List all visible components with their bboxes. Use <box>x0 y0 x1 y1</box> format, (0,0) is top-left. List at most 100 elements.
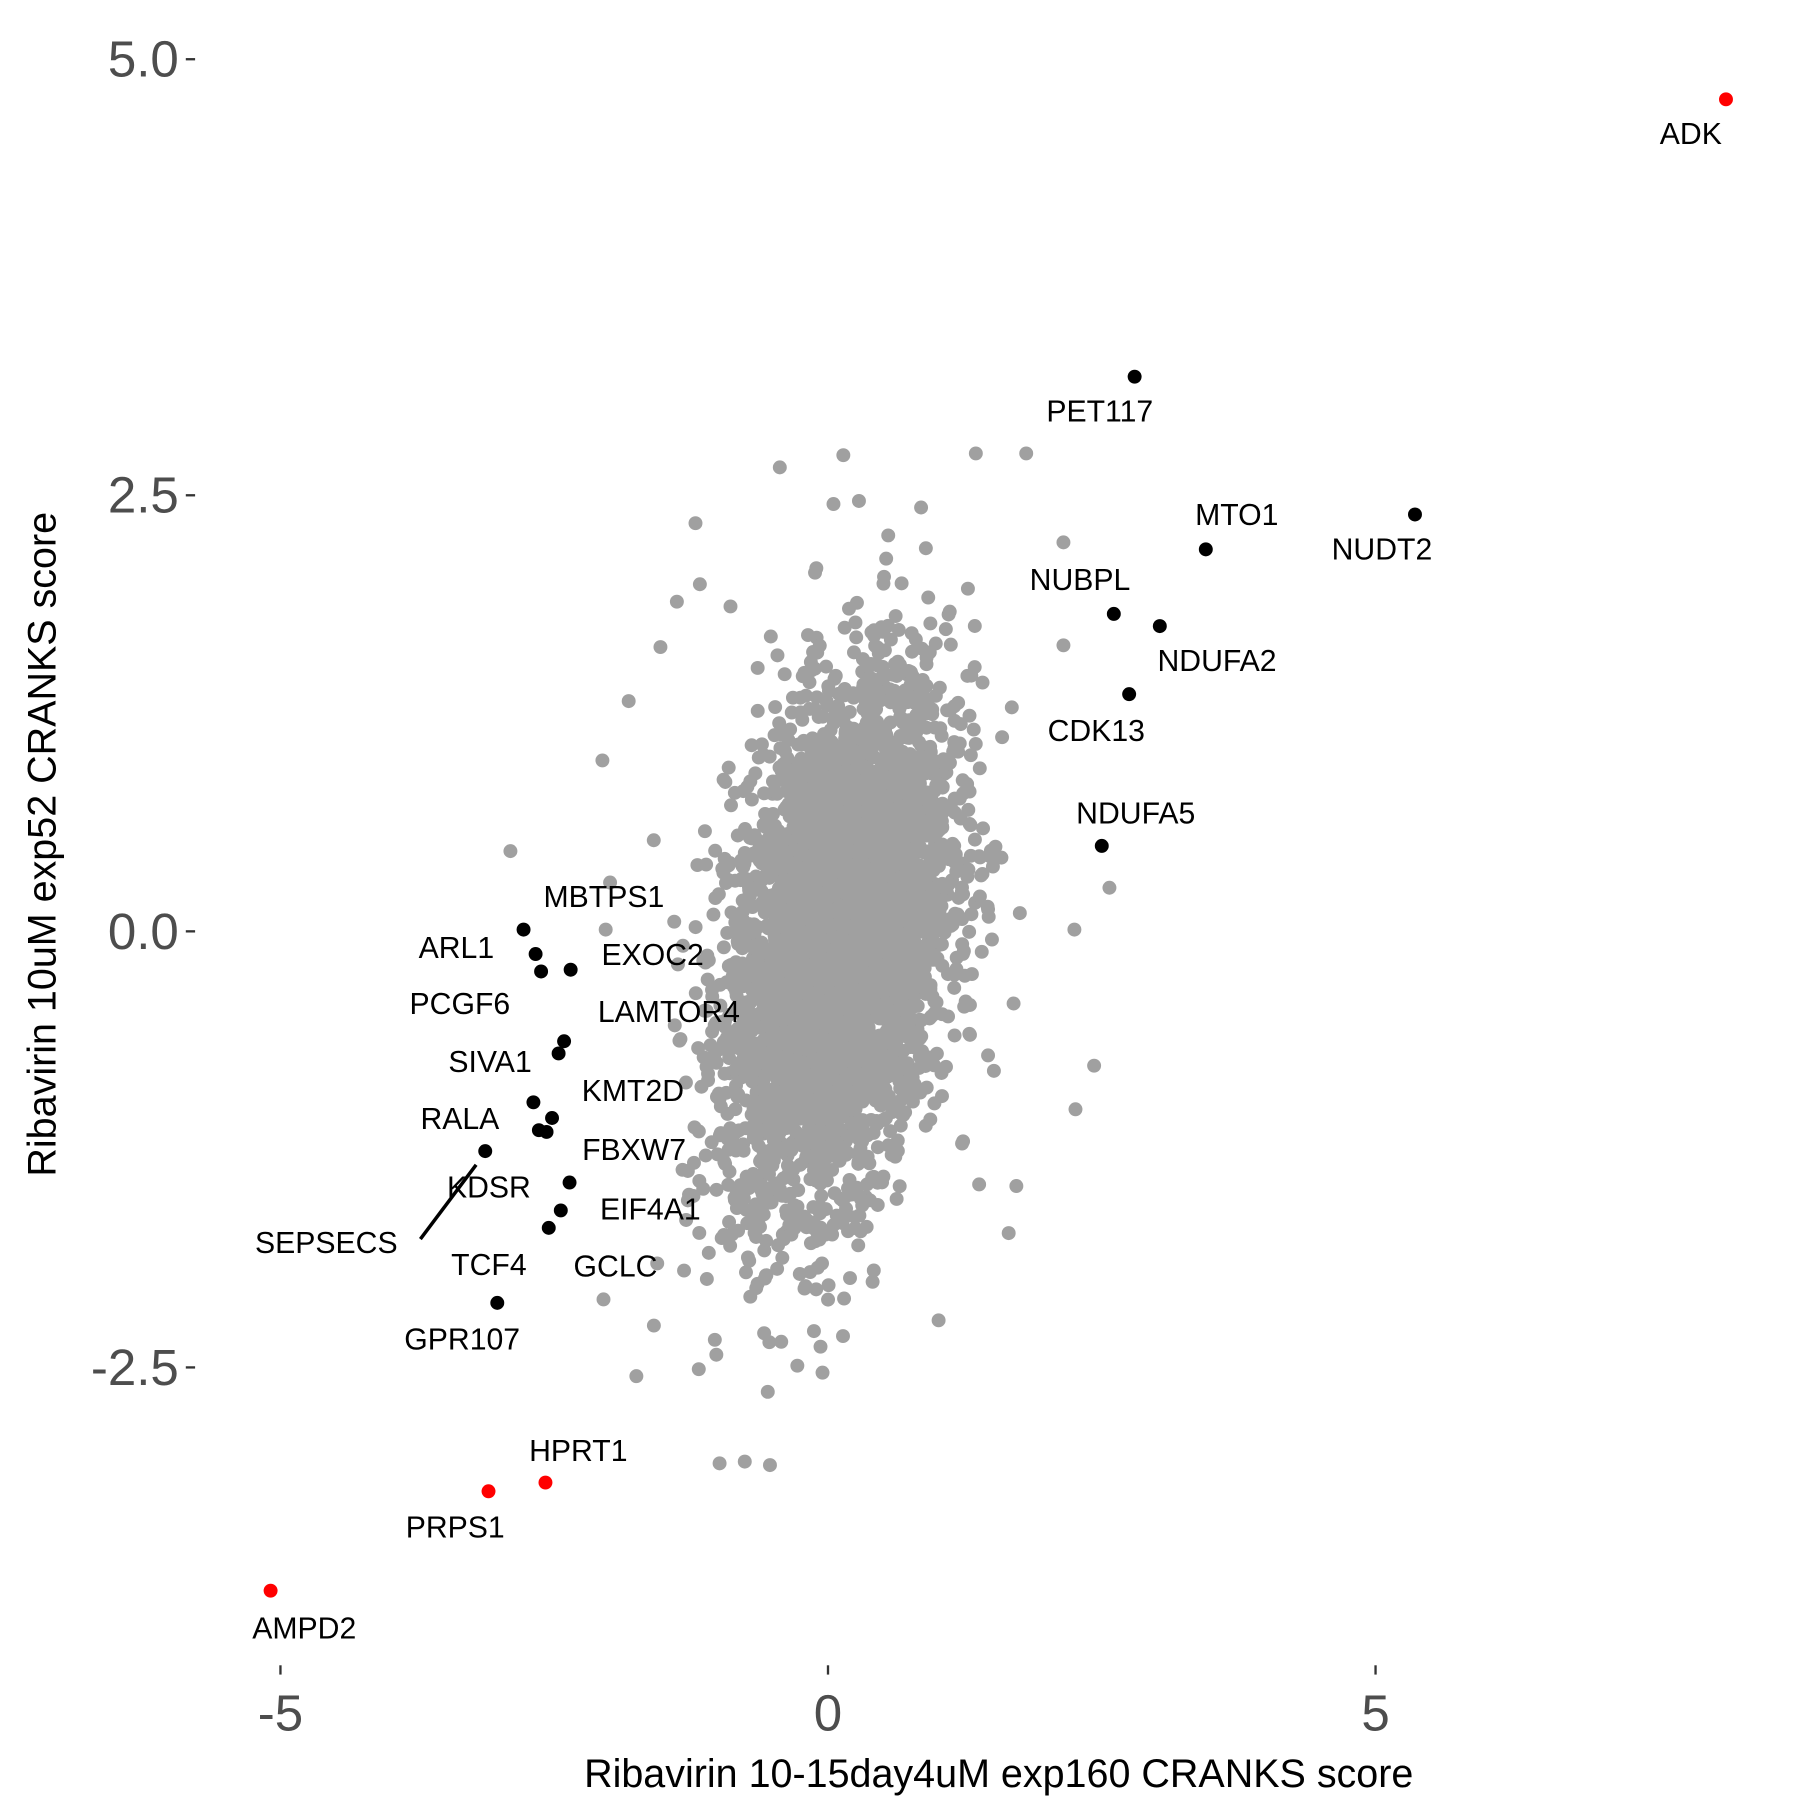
point-lamtor4 <box>557 1034 572 1049</box>
background-point <box>888 657 902 671</box>
background-point <box>691 1041 706 1056</box>
background-point <box>791 1096 806 1111</box>
background-point <box>774 1334 789 1349</box>
background-point <box>855 949 870 964</box>
background-point <box>1068 1102 1083 1117</box>
background-point <box>814 1189 829 1203</box>
background-point <box>795 712 810 727</box>
background-point <box>691 1124 706 1139</box>
background-point <box>817 1018 832 1033</box>
background-point <box>865 1274 880 1289</box>
background-point <box>802 1120 816 1135</box>
background-point <box>963 748 978 763</box>
point-siva1 <box>551 1046 566 1061</box>
background-point <box>806 882 821 897</box>
background-point <box>988 839 1003 854</box>
background-point <box>943 702 958 717</box>
background-point <box>762 870 777 885</box>
background-point <box>708 843 723 858</box>
background-point <box>868 848 883 863</box>
background-point <box>803 1265 818 1280</box>
background-point <box>928 636 943 651</box>
background-point <box>772 716 787 731</box>
background-point <box>887 683 902 698</box>
background-point <box>806 1200 821 1215</box>
background-point <box>758 1268 773 1283</box>
background-point <box>757 1243 772 1258</box>
y-axis-title: Ribavirin 10uM exp52 CRANKS score <box>21 512 65 1177</box>
background-point <box>779 853 794 868</box>
background-point <box>837 681 852 696</box>
background-point <box>938 622 953 637</box>
background-point <box>947 980 962 995</box>
gene-label-mbtps1: MBTPS1 <box>543 881 664 914</box>
background-point <box>955 773 970 788</box>
background-point <box>947 713 962 728</box>
background-point <box>874 866 889 881</box>
background-point <box>771 1006 785 1021</box>
background-point <box>775 1188 790 1203</box>
background-point <box>800 1035 815 1049</box>
background-point <box>824 1033 839 1048</box>
background-point <box>734 853 749 868</box>
point-sepsecs <box>478 1144 493 1159</box>
background-point <box>797 1058 812 1073</box>
background-point <box>750 660 765 675</box>
background-point <box>730 828 745 843</box>
background-point <box>836 939 851 954</box>
background-point <box>838 886 853 901</box>
point-adk <box>1719 92 1733 107</box>
point-hprt1 <box>538 1475 553 1490</box>
background-point <box>596 1292 611 1307</box>
background-point <box>888 945 903 960</box>
background-point <box>825 1227 840 1242</box>
background-point <box>964 907 979 922</box>
background-point <box>751 750 766 765</box>
background-point <box>821 1292 836 1307</box>
point-mto1 <box>1198 542 1213 557</box>
background-point <box>770 648 785 663</box>
background-point <box>798 755 813 770</box>
background-point <box>672 1033 687 1048</box>
background-point <box>836 1329 850 1344</box>
background-point <box>875 1175 890 1190</box>
background-point <box>881 528 896 543</box>
background-point <box>713 1015 728 1030</box>
background-point <box>797 972 812 987</box>
x-axis-title: Ribavirin 10-15day4uM exp160 CRANKS scor… <box>584 1752 1413 1796</box>
background-point <box>718 1156 733 1171</box>
background-point <box>746 1131 761 1145</box>
background-point <box>846 1013 861 1028</box>
background-point <box>1087 1058 1102 1073</box>
point-rala <box>526 1095 541 1110</box>
background-point <box>713 998 728 1013</box>
gene-label-sepsecs: SEPSECS <box>255 1227 398 1260</box>
point-gclc <box>553 1203 568 1218</box>
background-point <box>822 834 837 849</box>
background-point <box>924 801 939 816</box>
background-point <box>824 805 839 820</box>
background-point <box>729 988 744 1003</box>
background-point <box>786 842 801 857</box>
gene-label-pcgf6: PCGF6 <box>410 988 511 1021</box>
background-point <box>955 937 970 952</box>
background-point <box>898 1105 913 1120</box>
background-point <box>692 1173 707 1188</box>
point-arl1 <box>528 947 543 961</box>
background-point <box>887 1039 902 1054</box>
background-point <box>887 922 902 937</box>
background-point <box>902 713 917 728</box>
background-point <box>840 1082 855 1097</box>
background-point <box>725 1227 740 1242</box>
background-point <box>719 975 734 990</box>
background-point <box>874 620 889 635</box>
background-point <box>730 1089 745 1104</box>
background-point <box>749 1230 764 1244</box>
background-point <box>945 844 960 859</box>
background-point <box>966 722 981 737</box>
background-point <box>814 1099 829 1114</box>
background-point <box>879 995 894 1010</box>
background-point <box>906 1086 921 1101</box>
background-point <box>756 847 771 862</box>
